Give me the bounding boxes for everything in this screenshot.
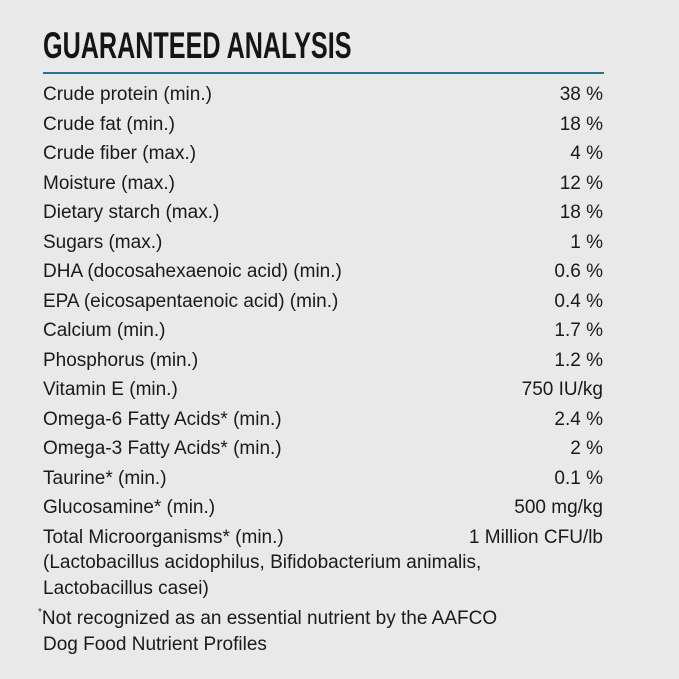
table-row: Calcium (min.) 1.7 % [43, 316, 603, 346]
table-row: Omega-3 Fatty Acids* (min.) 2 % [43, 434, 603, 464]
title-divider [43, 72, 604, 74]
table-row: Moisture (max.) 12 % [43, 169, 603, 199]
nutrient-value: 38 % [559, 84, 603, 105]
nutrient-label: Omega-6 Fatty Acids* (min.) [43, 408, 282, 430]
table-row: Taurine* (min.) 0.1 % [43, 464, 603, 494]
nutrient-value: 1 Million CFU/lb [468, 526, 603, 548]
nutrient-value: 4 % [570, 143, 603, 164]
note-line: Lactobacillus casei) [43, 578, 209, 599]
nutrient-label: Omega-3 Fatty Acids* (min.) [43, 438, 282, 459]
footnote-line: Dog Food Nutrient Profiles [43, 634, 267, 655]
nutrient-label: DHA (docosahexaenoic acid) (min.) [43, 261, 342, 282]
nutrient-label: Phosphorus (min.) [43, 349, 199, 371]
table-row: Omega-6 Fatty Acids* (min.) 2.4 % [43, 405, 603, 435]
nutrient-value: 500 mg/kg [514, 497, 603, 518]
footnote: *Not recognized as an essential nutrient… [38, 606, 497, 658]
footnote-marker: * [38, 607, 42, 618]
microorganisms-note: (Lactobacillus acidophilus, Bifidobacter… [43, 550, 481, 602]
nutrient-value: 0.1 % [554, 467, 603, 489]
analysis-table: Crude protein (min.) 38 % Crude fat (min.)… [43, 80, 603, 552]
note-line: (Lactobacillus acidophilus, Bifidobacter… [43, 552, 482, 573]
nutrient-value: 12 % [559, 172, 603, 194]
nutrient-label: Glucosamine* (min.) [43, 497, 216, 518]
nutrient-value: 2.4 % [554, 408, 603, 430]
nutrient-label: Crude fat (min.) [43, 113, 175, 135]
nutrient-label: EPA (eicosapentaenoic acid) (min.) [43, 290, 339, 312]
nutrient-value: 750 IU/kg [521, 379, 603, 400]
table-row: EPA (eicosapentaenoic acid) (min.) 0.4 % [43, 287, 603, 317]
nutrient-value: 0.6 % [554, 261, 603, 282]
table-row: Vitamin E (min.) 750 IU/kg [43, 375, 603, 405]
table-row: DHA (docosahexaenoic acid) (min.) 0.6 % [43, 257, 603, 287]
table-row: Crude fiber (max.) 4 % [43, 139, 603, 169]
nutrient-value: 1.2 % [554, 349, 603, 371]
footnote-line: Not recognized as an essential nutrient … [41, 608, 498, 629]
nutrient-value: 1 % [570, 231, 603, 253]
nutrient-label: Moisture (max.) [43, 172, 175, 194]
table-row: Sugars (max.) 1 % [43, 228, 603, 258]
nutrient-label: Vitamin E (min.) [43, 379, 178, 400]
nutrient-label: Total Microorganisms* (min.) [43, 526, 284, 548]
nutrient-label: Dietary starch (max.) [43, 202, 220, 223]
table-row: Crude protein (min.) 38 % [43, 80, 603, 110]
page-title: GUARANTEED ANALYSIS [43, 25, 352, 66]
table-row: Glucosamine* (min.) 500 mg/kg [43, 493, 603, 523]
table-row: Crude fat (min.) 18 % [43, 110, 603, 140]
table-row: Total Microorganisms* (min.) 1 Million CF… [43, 523, 603, 553]
nutrient-value: 2 % [570, 438, 603, 459]
nutrient-value: 18 % [559, 202, 603, 223]
nutrient-label: Crude protein (min.) [43, 84, 212, 105]
nutrient-value: 1.7 % [554, 320, 603, 341]
nutrient-label: Sugars (max.) [43, 231, 163, 253]
nutrient-value: 0.4 % [554, 290, 603, 312]
nutrient-label: Taurine* (min.) [43, 467, 167, 489]
nutrient-label: Crude fiber (max.) [43, 143, 197, 164]
nutrient-label: Calcium (min.) [43, 320, 166, 341]
nutrient-value: 18 % [559, 113, 603, 135]
table-row: Phosphorus (min.) 1.2 % [43, 346, 603, 376]
table-row: Dietary starch (max.) 18 % [43, 198, 603, 228]
